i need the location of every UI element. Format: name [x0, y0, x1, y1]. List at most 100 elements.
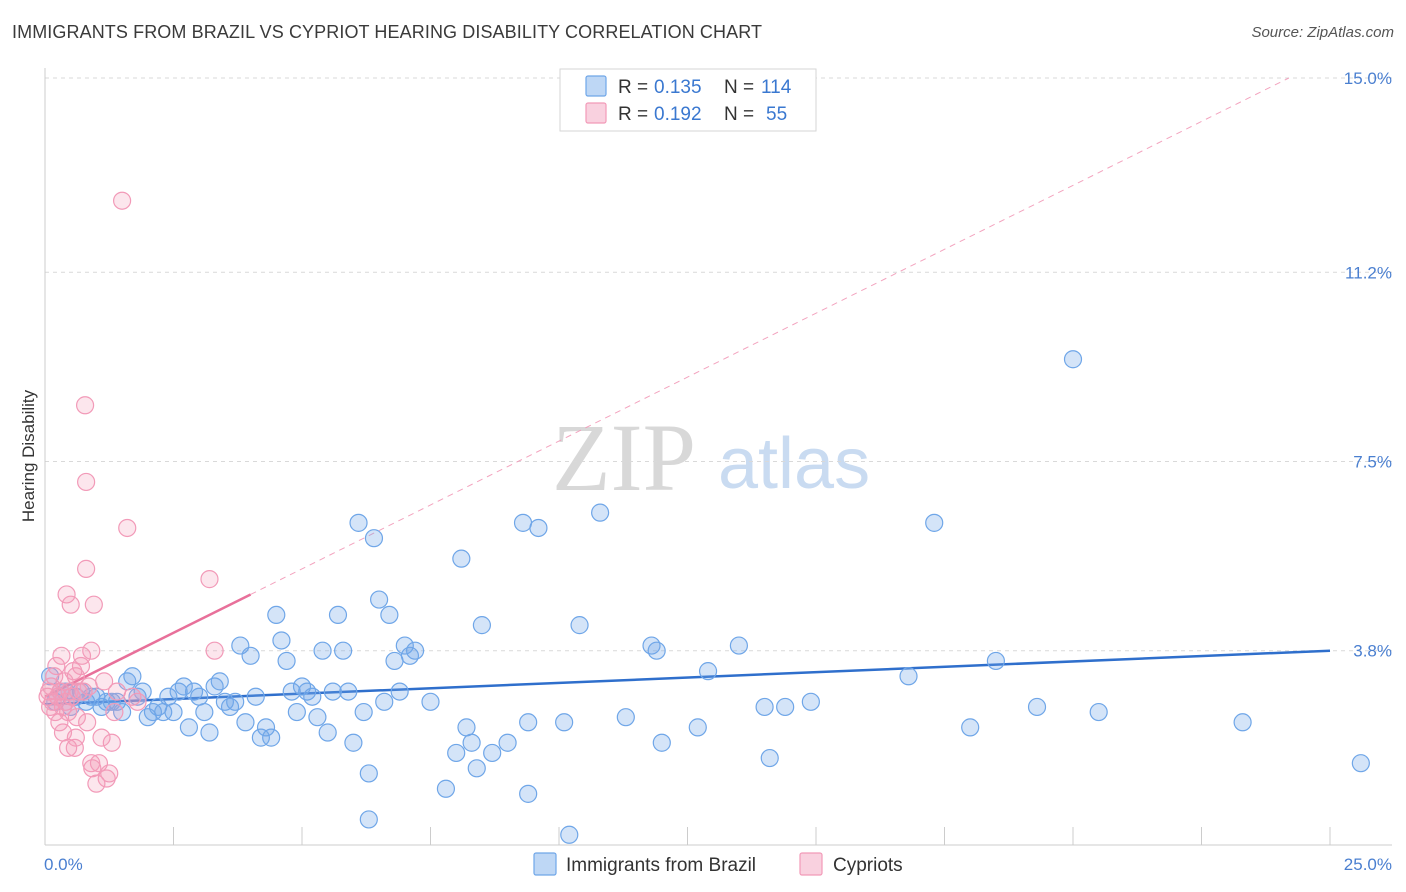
cypriot-point [84, 595, 103, 614]
top-legend: R = 0.135 N = 114 R = 0.192 N = 55 [559, 68, 817, 132]
brazil-point [184, 682, 204, 701]
brazil-point [328, 605, 348, 625]
source-label: Source: ZipAtlas.com [1251, 24, 1394, 41]
brazil-trend-line [44, 649, 1331, 706]
brazil-point [313, 641, 332, 660]
cypriot-point [82, 641, 101, 660]
cypriot-point [59, 738, 78, 757]
brazil-point [112, 702, 132, 722]
brazil-point [555, 713, 574, 732]
brazil-point [570, 616, 589, 635]
brazil-point [174, 677, 193, 696]
brazil-point [591, 503, 610, 522]
brazil-point [390, 682, 409, 701]
brazil-point [179, 718, 199, 737]
cypriot-point [69, 682, 88, 701]
cypriot-point [95, 672, 114, 691]
brazil-point [421, 692, 440, 711]
cypriot-point [72, 646, 92, 665]
cypriot-point [42, 677, 61, 696]
bottom-legend-swatch-cypriot [799, 852, 823, 876]
legend-box [559, 68, 817, 132]
legend-r-value-2: 0.192 [654, 104, 702, 125]
brazil-point [760, 748, 779, 768]
brazil-point [385, 651, 404, 671]
cypriot-point [52, 646, 71, 665]
brazil-point [241, 646, 260, 665]
brazil-point [375, 692, 394, 711]
brazil-point [262, 728, 281, 747]
brazil-point [1351, 754, 1370, 773]
brazil-point [472, 616, 491, 635]
cypriot-point [118, 518, 137, 538]
cypriot-trend-extension [250, 77, 1290, 595]
brazil-point [323, 682, 342, 701]
brazil-point [205, 677, 224, 696]
brazil-point [143, 702, 163, 722]
brazil-point [359, 810, 378, 829]
brazil-point [349, 513, 368, 532]
cypriot-point [74, 682, 93, 701]
brazil-point [986, 651, 1006, 671]
cypriot-point [200, 570, 219, 589]
brazil-point [303, 687, 322, 706]
legend-n-label-2: N = [724, 104, 754, 125]
brazil-point [277, 651, 296, 671]
brazil-point [395, 636, 414, 655]
brazil-point [616, 708, 635, 727]
brazil-point [652, 733, 671, 752]
brazil-point [457, 718, 476, 737]
brazil-point [215, 692, 234, 711]
cypriot-point [128, 692, 147, 711]
cypriot-point [67, 708, 86, 727]
brazil-point [308, 708, 327, 727]
cypriot-point [205, 641, 224, 660]
x-tick-label-min: 0.0% [44, 855, 83, 874]
brazil-point [226, 692, 245, 711]
cypriot-point [61, 595, 80, 614]
brazil-point [436, 779, 456, 798]
cypriot-point [79, 677, 98, 696]
cypriot-point [66, 667, 85, 686]
brazil-point [647, 641, 666, 660]
brazil-point [359, 764, 378, 783]
brazil-point [334, 641, 353, 660]
legend-n-value-2: 55 [766, 104, 787, 125]
brazil-point [164, 702, 183, 722]
legend-swatch-cypriot [585, 102, 607, 124]
trend-lines [44, 77, 1331, 706]
chart-title: IMMIGRANTS FROM BRAZIL VS CYPRIOT HEARIN… [12, 22, 763, 42]
brazil-point [287, 702, 306, 722]
cypriot-point [82, 754, 101, 773]
x-tick-label-max: 25.0% [1344, 855, 1392, 874]
brazil-point [925, 513, 944, 532]
brazil-point [801, 692, 820, 711]
legend-r-label-2: R = [618, 104, 648, 125]
bottom-legend: Immigrants from Brazil Cypriots [533, 852, 903, 876]
brazil-point [272, 631, 291, 650]
brazil-point [169, 682, 188, 701]
brazil-point [190, 687, 209, 706]
brazil-point [380, 605, 399, 625]
brazil-point [123, 667, 142, 686]
brazil-point [688, 718, 707, 737]
brazil-point [529, 518, 548, 538]
brazil-point [339, 682, 358, 701]
brazil-point [128, 687, 147, 706]
brazil-point [755, 697, 774, 717]
cypriot-trend-line [44, 593, 252, 698]
legend-r-label-1: R = [618, 77, 648, 98]
brazil-point [354, 702, 373, 722]
brazil-point [344, 733, 363, 752]
brazil-point [776, 697, 795, 717]
brazil-point [133, 682, 152, 701]
legend-r-value-1: 0.135 [654, 77, 702, 98]
brazil-point [961, 718, 980, 737]
brazil-point [318, 723, 337, 742]
cypriot-point [57, 585, 76, 604]
watermark-atlas: atlas [718, 424, 870, 504]
bottom-legend-cypriot: Cypriots [833, 855, 903, 876]
brazil-point [236, 713, 255, 732]
cypriot-point [77, 559, 96, 578]
